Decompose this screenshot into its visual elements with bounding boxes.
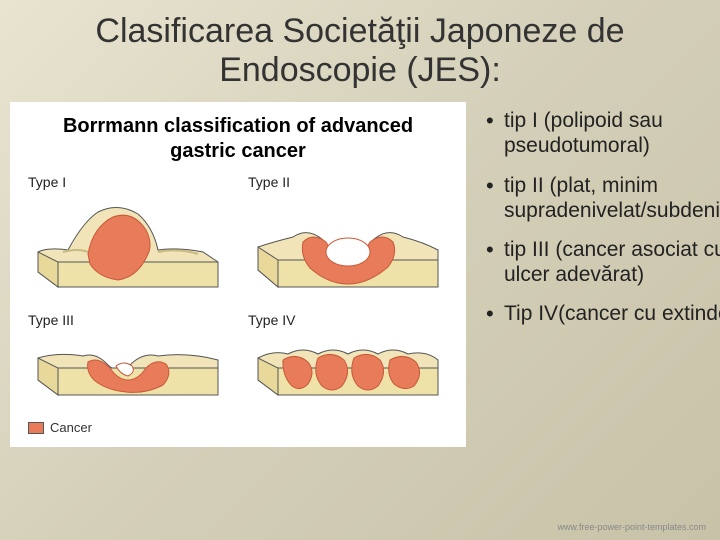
bullet-panel: tip I (polipoid sau pseudotumoral) tip I… [466, 98, 720, 447]
type1-svg [28, 192, 228, 302]
diagram-label: Type I [28, 174, 228, 190]
bullet-list: tip I (polipoid sau pseudotumoral) tip I… [484, 108, 720, 326]
page-title: Clasificarea Societăţii Japoneze de Endo… [0, 0, 720, 98]
diagram-label: Type II [248, 174, 448, 190]
content-row: Borrmann classification of advanced gast… [0, 98, 720, 447]
type3-svg [28, 330, 228, 410]
borrmann-heading: Borrmann classification of advanced gast… [20, 112, 456, 174]
diagram-panel: Borrmann classification of advanced gast… [10, 102, 466, 447]
legend-swatch [28, 422, 44, 434]
type4-svg [248, 330, 448, 410]
diagram-type-4: Type IV [248, 312, 448, 410]
list-item: tip I (polipoid sau pseudotumoral) [484, 108, 720, 158]
list-item: tip II (plat, minim supradenivelat/subde… [484, 173, 720, 223]
diagram-label: Type III [28, 312, 228, 328]
footer-credit: www.free-power-point-templates.com [557, 522, 706, 532]
legend-label: Cancer [50, 420, 92, 435]
diagram-type-2: Type II [248, 174, 448, 302]
diagram-grid: Type I Type II [20, 174, 456, 410]
diagram-label: Type IV [248, 312, 448, 328]
list-item: Tip IV(cancer cu extindere) [484, 301, 720, 326]
diagram-type-3: Type III [28, 312, 228, 410]
legend: Cancer [20, 410, 456, 435]
list-item: tip III (cancer asociat cu ulcer adevăra… [484, 237, 720, 287]
type2-svg [248, 192, 448, 302]
diagram-type-1: Type I [28, 174, 228, 302]
